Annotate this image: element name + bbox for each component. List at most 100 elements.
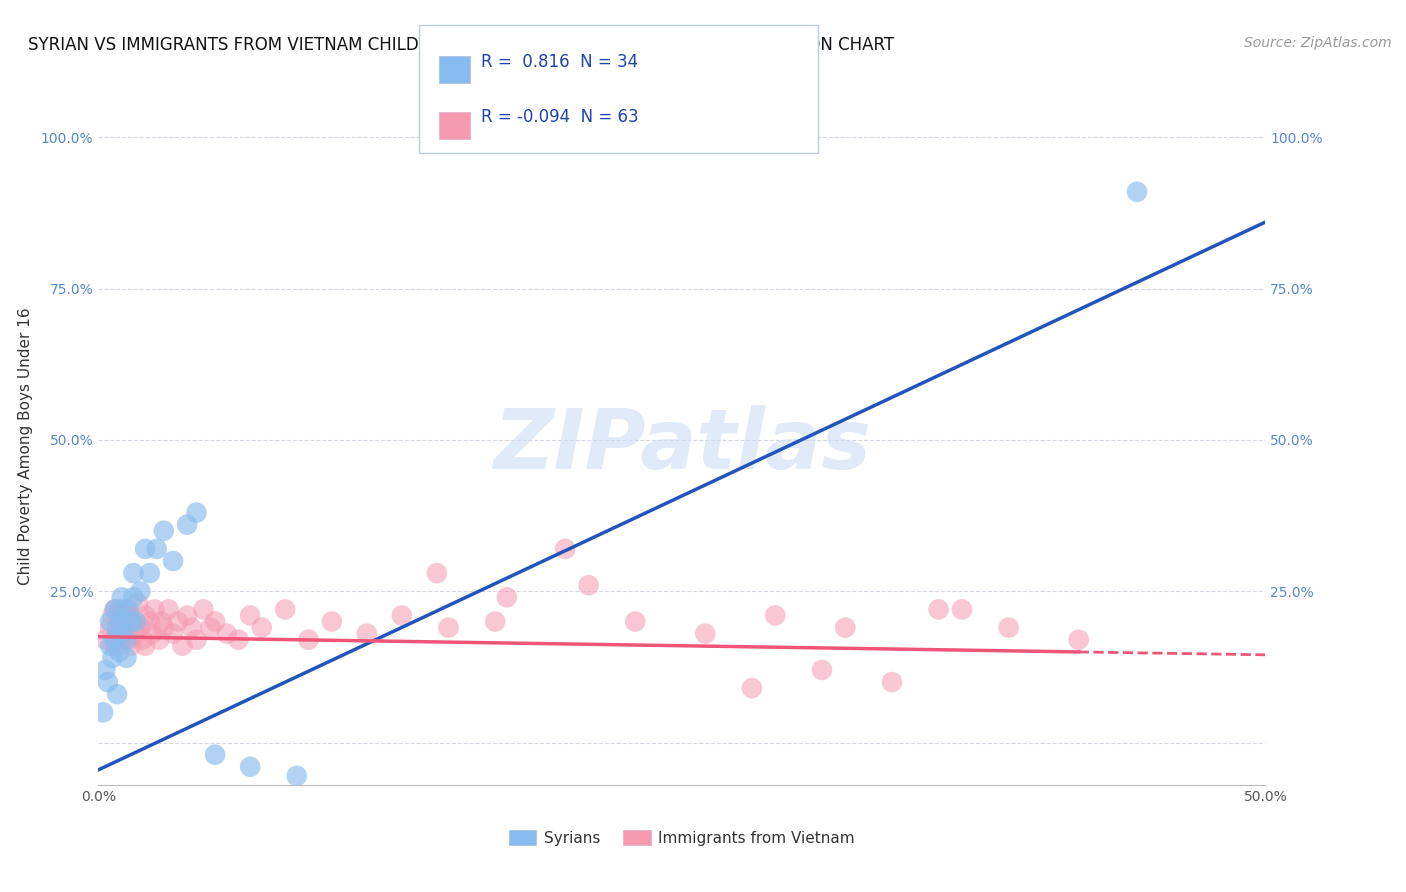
Point xyxy=(108,615,131,629)
Point xyxy=(150,615,173,629)
Point xyxy=(162,554,184,568)
Point xyxy=(108,645,131,659)
Point xyxy=(180,621,202,635)
Point xyxy=(204,615,226,629)
Point xyxy=(104,632,127,647)
Point xyxy=(115,651,138,665)
Point xyxy=(484,615,506,629)
Point xyxy=(1126,185,1149,199)
Point xyxy=(134,541,156,556)
Point xyxy=(624,615,647,629)
Point xyxy=(97,675,120,690)
Point xyxy=(172,639,194,653)
Point xyxy=(108,602,131,616)
Point xyxy=(146,541,169,556)
Point xyxy=(129,621,152,635)
Point xyxy=(91,706,114,720)
Point xyxy=(104,602,127,616)
Point xyxy=(834,621,856,635)
Point xyxy=(98,615,121,629)
Text: SYRIAN VS IMMIGRANTS FROM VIETNAM CHILD POVERTY AMONG BOYS UNDER 16 CORRELATION : SYRIAN VS IMMIGRANTS FROM VIETNAM CHILD … xyxy=(28,36,894,54)
Point xyxy=(928,602,950,616)
Point xyxy=(101,651,124,665)
Point xyxy=(122,566,145,581)
Point xyxy=(111,591,134,605)
Point xyxy=(125,615,148,629)
Point xyxy=(250,621,273,635)
Point xyxy=(129,584,152,599)
Point xyxy=(94,632,117,647)
Point xyxy=(120,639,142,653)
Point xyxy=(496,591,519,605)
Point xyxy=(695,626,717,640)
Point xyxy=(741,681,763,695)
Point xyxy=(118,632,141,647)
Point xyxy=(950,602,973,616)
Point xyxy=(115,632,138,647)
Point xyxy=(356,626,378,640)
Point xyxy=(186,506,208,520)
Point xyxy=(1067,632,1090,647)
Point xyxy=(134,608,156,623)
Point xyxy=(120,615,142,629)
Point xyxy=(132,632,155,647)
Point xyxy=(105,626,128,640)
Point xyxy=(880,675,903,690)
Point xyxy=(437,621,460,635)
Point xyxy=(176,517,198,532)
Point xyxy=(112,615,135,629)
Point xyxy=(122,591,145,605)
Point xyxy=(112,621,135,635)
Point xyxy=(115,602,138,616)
Point xyxy=(186,632,208,647)
Point xyxy=(811,663,834,677)
Point xyxy=(127,596,149,610)
Text: R = -0.094  N = 63: R = -0.094 N = 63 xyxy=(481,108,638,126)
Point xyxy=(105,621,128,635)
Point xyxy=(152,524,174,538)
Point xyxy=(139,566,162,581)
Point xyxy=(554,541,576,556)
Point xyxy=(118,608,141,623)
Text: ZIPatlas: ZIPatlas xyxy=(494,406,870,486)
Point xyxy=(111,626,134,640)
Point xyxy=(122,615,145,629)
Text: R =  0.816  N = 34: R = 0.816 N = 34 xyxy=(481,53,638,70)
Point xyxy=(139,615,162,629)
Point xyxy=(105,687,128,701)
Point xyxy=(193,602,215,616)
Point xyxy=(148,632,170,647)
Point xyxy=(997,621,1019,635)
Point xyxy=(152,621,174,635)
Point xyxy=(176,608,198,623)
Point xyxy=(297,632,319,647)
Point xyxy=(141,626,163,640)
Point xyxy=(321,615,343,629)
Point xyxy=(763,608,786,623)
Point xyxy=(157,602,180,616)
Point xyxy=(111,632,134,647)
Point xyxy=(134,639,156,653)
Point xyxy=(239,760,262,774)
Point xyxy=(166,615,188,629)
Point xyxy=(285,769,308,783)
Point xyxy=(228,632,250,647)
Point xyxy=(162,626,184,640)
Point xyxy=(215,626,238,640)
Point xyxy=(101,608,124,623)
Legend: Syrians, Immigrants from Vietnam: Syrians, Immigrants from Vietnam xyxy=(503,823,860,852)
Point xyxy=(118,602,141,616)
Point xyxy=(98,621,121,635)
Point xyxy=(98,639,121,653)
Point xyxy=(204,747,226,762)
Point xyxy=(200,621,222,635)
Point xyxy=(104,602,127,616)
Point xyxy=(274,602,297,616)
Point xyxy=(125,626,148,640)
Point xyxy=(104,639,127,653)
Point xyxy=(239,608,262,623)
Point xyxy=(391,608,413,623)
Point xyxy=(426,566,449,581)
Y-axis label: Child Poverty Among Boys Under 16: Child Poverty Among Boys Under 16 xyxy=(18,307,32,585)
Point xyxy=(94,663,117,677)
